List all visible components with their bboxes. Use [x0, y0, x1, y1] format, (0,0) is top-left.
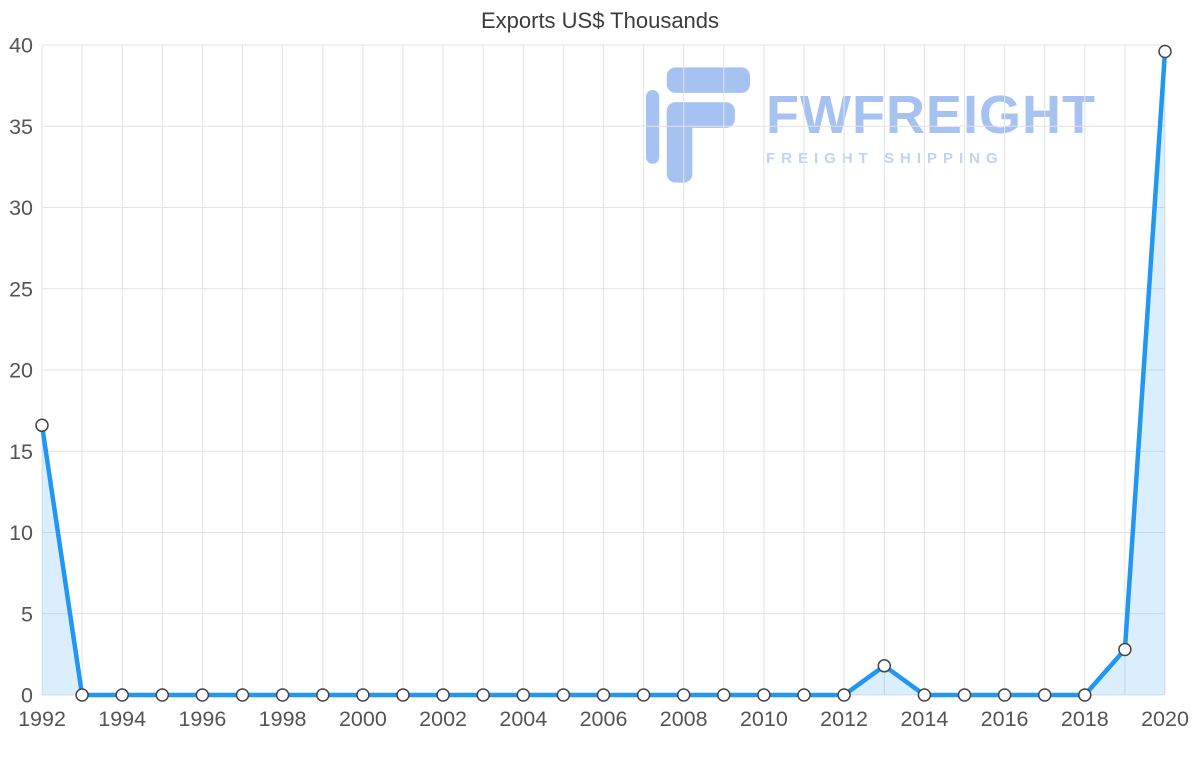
svg-text:2018: 2018 — [1061, 707, 1109, 731]
svg-text:0: 0 — [21, 684, 33, 708]
svg-text:2016: 2016 — [981, 707, 1029, 731]
svg-text:1994: 1994 — [98, 707, 146, 731]
data-point-markers — [35, 44, 1172, 702]
chart-title: Exports US$ Thousands — [480, 8, 720, 33]
svg-text:35: 35 — [9, 115, 33, 139]
svg-text:1992: 1992 — [18, 707, 66, 731]
svg-text:2010: 2010 — [740, 707, 788, 731]
svg-text:2004: 2004 — [499, 707, 547, 731]
svg-text:2002: 2002 — [419, 707, 467, 731]
y-axis-labels: 0 5 10 15 20 25 30 35 40 — [9, 34, 33, 708]
svg-text:2008: 2008 — [660, 707, 708, 731]
svg-text:10: 10 — [9, 521, 33, 545]
svg-text:2014: 2014 — [900, 707, 948, 731]
svg-text:40: 40 — [9, 34, 33, 58]
x-axis-labels: 1992 1994 1996 1998 2000 2002 2004 2006 2008 2010… — [18, 707, 1189, 731]
svg-text:2012: 2012 — [820, 707, 868, 731]
svg-text:2020: 2020 — [1141, 707, 1189, 731]
svg-text:20: 20 — [9, 359, 33, 383]
svg-text:25: 25 — [9, 277, 33, 301]
svg-text:1998: 1998 — [259, 707, 307, 731]
svg-text:2000: 2000 — [339, 707, 387, 731]
svg-text:1996: 1996 — [178, 707, 226, 731]
svg-text:2006: 2006 — [580, 707, 628, 731]
svg-text:5: 5 — [21, 602, 33, 626]
svg-text:15: 15 — [9, 440, 33, 464]
brand-text-block: FWFREIGHT FREIGHT SHIPPING — [766, 64, 1100, 167]
svg-text:30: 30 — [9, 196, 33, 220]
brand-name: FWFREIGHT — [766, 85, 1096, 145]
brand-tagline: FREIGHT SHIPPING — [766, 150, 1004, 167]
